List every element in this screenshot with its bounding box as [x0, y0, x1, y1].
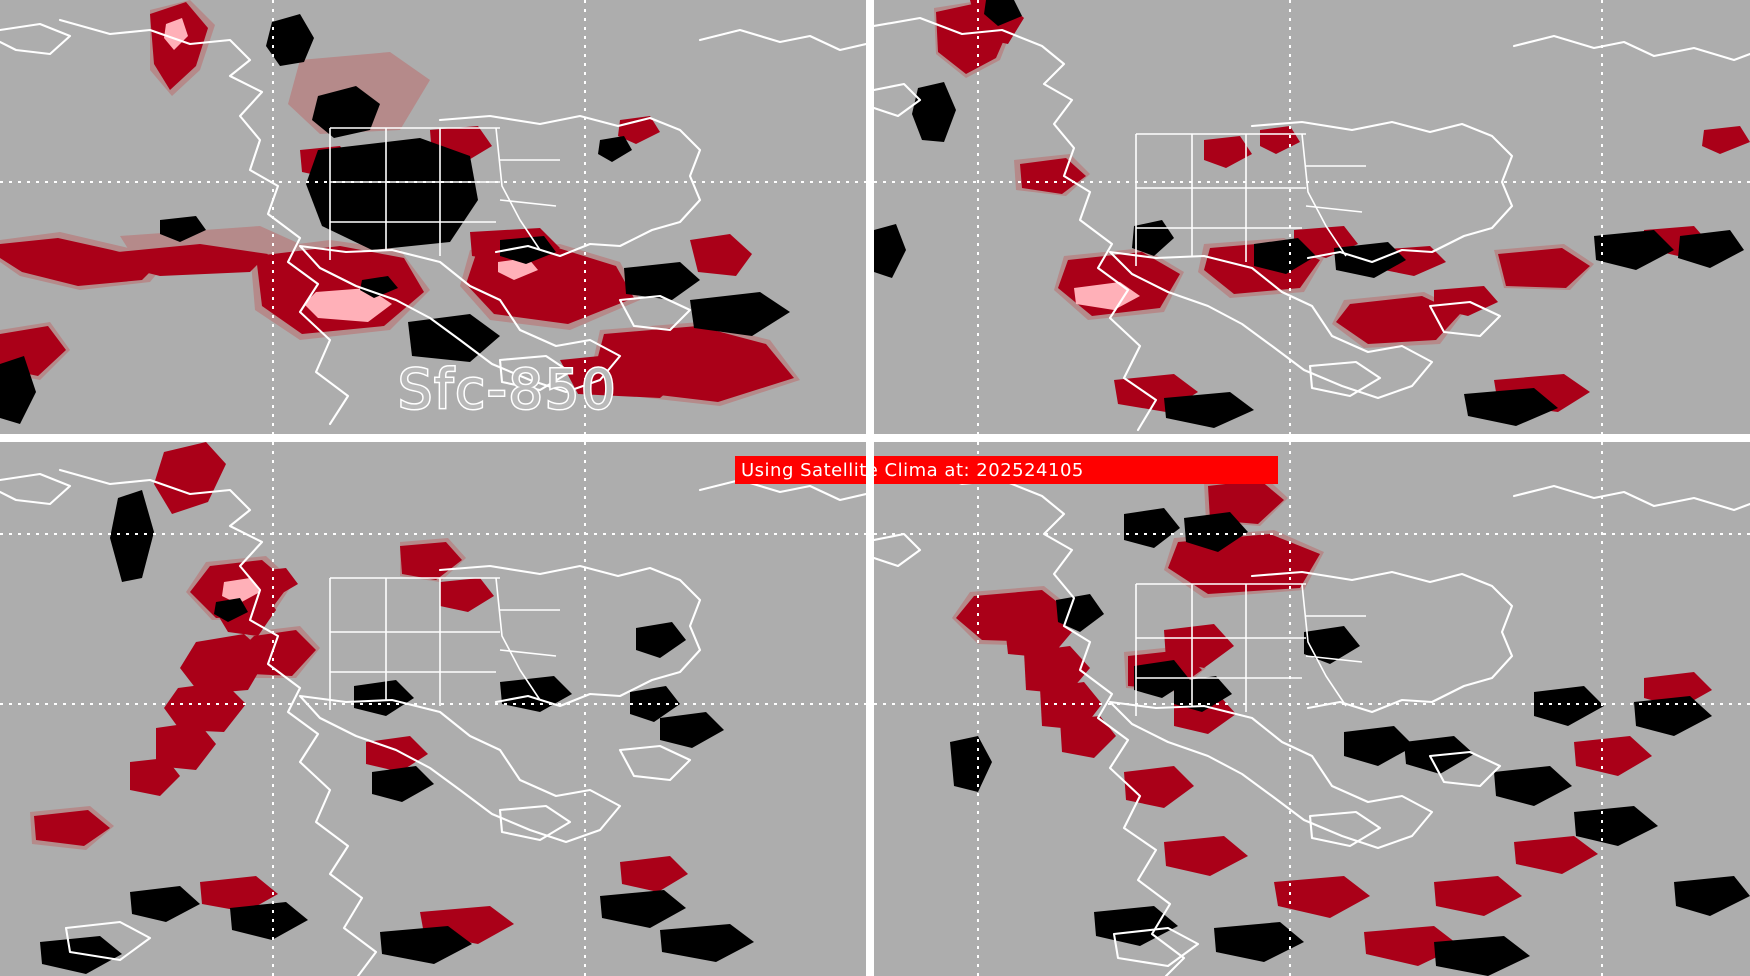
panel-gutter-horizontal [0, 434, 1750, 442]
coastline-layer [0, 18, 866, 426]
anomaly-field-850-700 [874, 0, 1750, 434]
anomaly-field-500-300 [874, 442, 1750, 976]
status-banner: Using Satellite Clima at: 202524105 [735, 456, 1278, 484]
map-panel-500-300[interactable]: 500-300 [874, 442, 1750, 976]
map-panel-700-500[interactable]: 700-500 [0, 442, 866, 976]
panel-gutter-vertical [866, 0, 874, 976]
anomaly-field-sfc-850 [0, 0, 866, 434]
anomaly-field-700-500 [0, 442, 866, 976]
state-border-layer [329, 127, 560, 260]
map-panel-850-700[interactable]: 850-700 [874, 0, 1750, 434]
status-banner-text: Using Satellite Clima at: 202524105 [741, 459, 1084, 481]
map-panel-sfc-850[interactable]: Sfc-850 [0, 0, 866, 434]
